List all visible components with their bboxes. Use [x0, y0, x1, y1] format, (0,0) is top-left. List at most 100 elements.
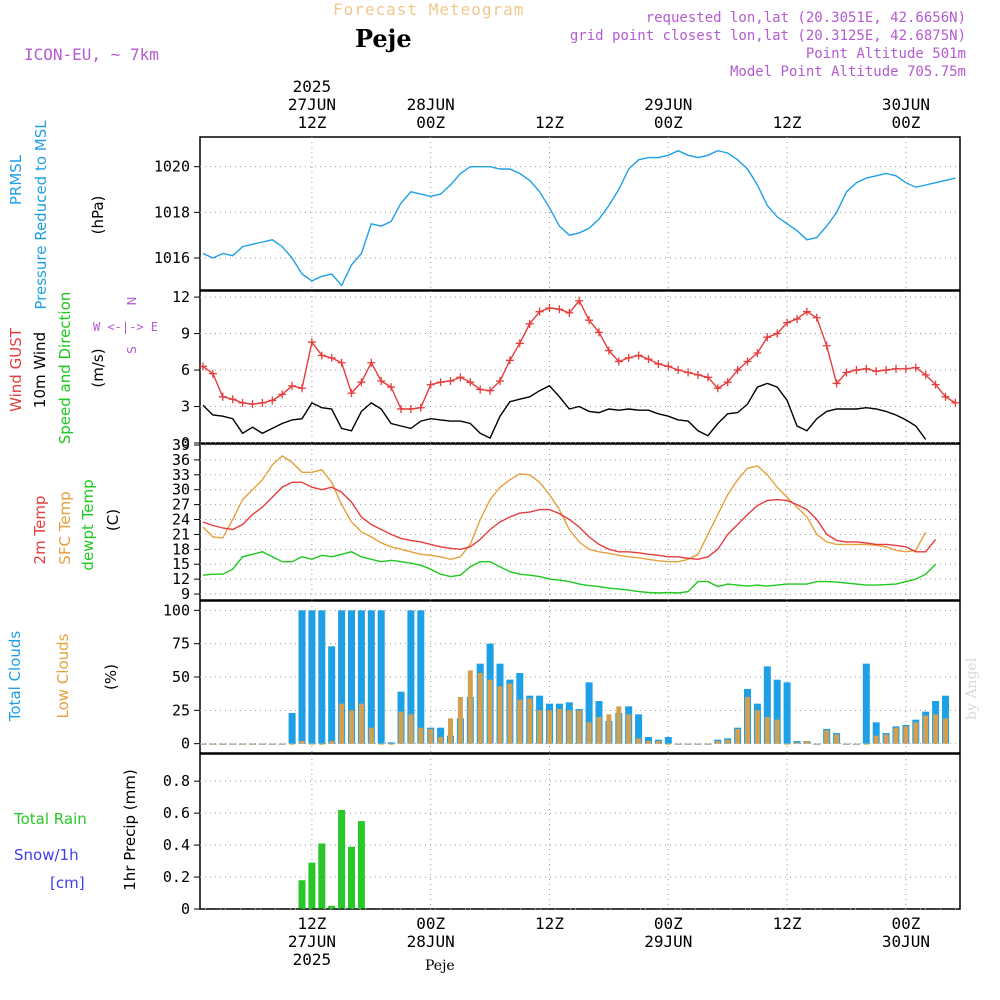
ytick-label-wind-2: 6 — [181, 361, 190, 379]
wind-gust-line-marker-0 — [199, 362, 207, 371]
ytick-label-wind-3: 9 — [181, 325, 190, 343]
ytick-label-precip-0: 0 — [181, 900, 190, 918]
total-cloud-bar-15 — [348, 610, 355, 744]
low-cloud-bar-68 — [873, 735, 879, 744]
wind-gust-line-marker-40 — [595, 328, 603, 337]
low-cloud-bar-18 — [378, 743, 384, 745]
wind-gust-line-marker-20 — [397, 404, 405, 413]
label-total-rain: Total Rain — [13, 810, 87, 828]
gridpoint-coords: grid point closest lon,lat (20.3125E, 42… — [569, 28, 966, 44]
low-cloud-bar-46 — [655, 741, 661, 744]
low-cloud-bar-24 — [438, 737, 444, 744]
ytick-label-pressure-1: 1018 — [154, 203, 190, 221]
wind-gust-line-marker-73 — [921, 370, 930, 379]
low-cloud-bar-47 — [665, 743, 671, 745]
low-cloud-bar-3 — [230, 743, 236, 745]
total-cloud-bar-17 — [367, 610, 375, 744]
total-cloud-bar-9 — [288, 713, 296, 744]
wind-gust-line-marker-68 — [872, 367, 881, 376]
wind-gust-line-marker-17 — [367, 358, 376, 367]
label-total-clouds: Total Clouds — [6, 631, 24, 723]
low-cloud-bar-62 — [814, 743, 820, 745]
wind-gust-line-marker-48 — [674, 366, 683, 375]
rain-bar-6 — [357, 821, 365, 909]
wind-gust-line-marker-31 — [505, 356, 514, 365]
low-cloud-bar-11 — [309, 743, 315, 745]
low-cloud-bar-31 — [507, 683, 513, 744]
low-cloud-bar-33 — [527, 698, 533, 744]
model-name: ICON-EU, ~ 7km — [24, 45, 159, 64]
total-cloud-bar-47 — [664, 737, 672, 744]
wind-gust-line-marker-69 — [882, 366, 891, 375]
rain-bar-4 — [338, 809, 346, 909]
point-altitude: Point Altitude 501m — [805, 46, 966, 62]
wind-gust-line-marker-24 — [436, 378, 445, 387]
wind-gust-line-marker-47 — [664, 362, 673, 371]
low-cloud-bar-39 — [586, 722, 592, 744]
wind-gust-line-marker-25 — [446, 376, 455, 385]
wind-gust-line-marker-28 — [476, 385, 485, 394]
low-cloud-bar-2 — [220, 743, 226, 745]
ytick-label-temp-4: 21 — [172, 525, 190, 543]
ytick-label-temp-9: 36 — [172, 451, 190, 469]
wind-gust-line-marker-12 — [317, 351, 326, 360]
top-time-label-3-1: 00Z — [654, 113, 683, 132]
wind-gust-line-marker-6 — [258, 398, 267, 407]
low-cloud-bar-9 — [289, 743, 295, 745]
ytick-label-precip-1: 0.2 — [163, 868, 190, 886]
wind-gust-line-marker-55 — [743, 357, 752, 366]
low-cloud-bar-5 — [250, 743, 255, 745]
total-cloud-bar-22 — [417, 610, 425, 744]
top-time-label-5-0: 30JUN — [882, 95, 930, 114]
top-time-label-0-2: 12Z — [297, 113, 326, 132]
low-cloud-bar-45 — [646, 741, 651, 744]
rain-bar-0 — [298, 880, 306, 909]
low-cloud-bar-50 — [695, 743, 701, 745]
low-cloud-bar-6 — [259, 743, 265, 745]
total-cloud-bar-14 — [338, 610, 346, 744]
low-cloud-bar-28 — [477, 673, 483, 744]
wind-gust-line-marker-70 — [892, 364, 900, 373]
label-cloud-unit: (%) — [102, 664, 120, 690]
label-temp-unit: (C) — [104, 509, 122, 531]
low-cloud-bar-13 — [329, 741, 335, 744]
low-cloud-bar-36 — [556, 709, 562, 744]
wind-gust-line-marker-59 — [783, 318, 792, 327]
label-dewpt-temp: dewpt Temp — [79, 479, 97, 570]
bottom-time-label-5-0: 00Z — [891, 914, 920, 933]
top-time-label-2-0: 12Z — [535, 113, 564, 132]
low-cloud-bar-61 — [804, 741, 810, 744]
label-prmsl: PRMSL — [7, 154, 25, 205]
wind-gust-line-marker-10 — [298, 384, 306, 393]
low-cloud-bar-12 — [319, 743, 325, 745]
ytick-label-cloud-1: 25 — [172, 701, 190, 719]
station-name: Peje — [355, 24, 412, 53]
ytick-label-temp-5: 24 — [172, 511, 190, 529]
low-cloud-bar-72 — [913, 722, 919, 744]
bottom-time-label-1-1: 28JUN — [407, 932, 455, 951]
top-time-label-0-0: 2025 — [293, 77, 332, 96]
top-time-label-5-1: 00Z — [891, 113, 920, 132]
wind-gust-line-marker-21 — [406, 404, 415, 413]
wind-gust-line-marker-37 — [565, 308, 574, 317]
total-cloud-bar-58 — [773, 679, 781, 744]
low-cloud-bar-29 — [487, 679, 493, 744]
wind-gust-line-marker-36 — [555, 305, 564, 314]
ytick-label-wind-4: 12 — [172, 288, 190, 306]
wind-gust-line-marker-30 — [496, 376, 504, 385]
wind-gust-line-marker-56 — [753, 349, 762, 358]
panel-frame-wind — [199, 290, 961, 444]
wind-gust-line-marker-43 — [624, 353, 633, 362]
wind-gust-line-marker-5 — [248, 400, 257, 409]
ytick-label-pressure-2: 1020 — [154, 158, 190, 176]
requested-coords: requested lon,lat (20.3051E, 42.6656N) — [645, 10, 966, 26]
total-cloud-bar-21 — [407, 610, 415, 744]
total-cloud-bar-12 — [318, 610, 326, 744]
ytick-label-precip-4: 0.8 — [163, 772, 190, 790]
wind-gust-line-marker-62 — [812, 313, 821, 322]
wind-gust-line-marker-54 — [733, 366, 742, 375]
low-cloud-bar-64 — [834, 734, 840, 744]
wind-gust-line-marker-13 — [327, 353, 336, 362]
wind-gust-line-marker-53 — [723, 378, 732, 387]
wind-gust-line-marker-34 — [535, 307, 544, 316]
